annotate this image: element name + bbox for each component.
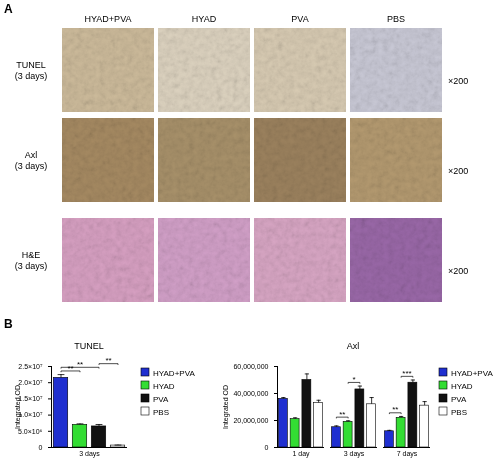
svg-text:PVA: PVA <box>451 395 467 404</box>
svg-text:5.0×10⁶: 5.0×10⁶ <box>18 428 43 435</box>
svg-text:**: ** <box>392 405 398 414</box>
svg-text:(3 days): (3 days) <box>15 261 48 271</box>
svg-text:20,000,000: 20,000,000 <box>233 417 268 424</box>
svg-text:PBS: PBS <box>451 408 467 417</box>
svg-text:(3 days): (3 days) <box>15 71 48 81</box>
svg-text:3 days: 3 days <box>344 450 365 458</box>
svg-text:2.0×10⁷: 2.0×10⁷ <box>18 379 43 386</box>
svg-text:HYAD: HYAD <box>451 382 473 391</box>
svg-text:×200: ×200 <box>448 266 468 276</box>
svg-text:B: B <box>4 317 13 331</box>
svg-text:PVA: PVA <box>153 395 169 404</box>
svg-text:(3 days): (3 days) <box>15 161 48 171</box>
svg-text:HYAD+PVA: HYAD+PVA <box>153 369 195 378</box>
svg-text:1 day: 1 day <box>292 450 310 458</box>
svg-text:TUNEL: TUNEL <box>16 60 46 70</box>
svg-text:HYAD: HYAD <box>153 382 175 391</box>
svg-text:7 days: 7 days <box>397 450 418 458</box>
svg-text:***: *** <box>402 369 411 378</box>
svg-text:×200: ×200 <box>448 166 468 176</box>
svg-text:Integrated OD: Integrated OD <box>222 385 230 429</box>
svg-text:PBS: PBS <box>387 14 405 24</box>
svg-text:HYAD+PVA: HYAD+PVA <box>451 369 493 378</box>
html-text:Axl: Axl <box>346 341 360 351</box>
svg-text:0: 0 <box>265 444 269 451</box>
svg-text:3 days: 3 days <box>79 450 100 458</box>
svg-text:40,000,000: 40,000,000 <box>233 390 268 397</box>
svg-text:PVA: PVA <box>291 14 308 24</box>
html-text:TUNEL: TUNEL <box>74 341 104 351</box>
svg-text:**: ** <box>105 356 111 365</box>
svg-text:PBS: PBS <box>153 408 169 417</box>
svg-text:HYAD+PVA: HYAD+PVA <box>85 14 132 24</box>
svg-text:1.0×10⁷: 1.0×10⁷ <box>18 411 43 418</box>
svg-text:×200: ×200 <box>448 76 468 86</box>
svg-text:**: ** <box>339 410 345 419</box>
svg-text:H&E: H&E <box>22 250 41 260</box>
svg-text:60,000,000: 60,000,000 <box>233 363 268 370</box>
svg-text:*: * <box>352 375 355 384</box>
svg-text:Integrated OD: Integrated OD <box>14 385 22 429</box>
svg-text:1.5×10⁷: 1.5×10⁷ <box>18 395 43 402</box>
svg-text:A: A <box>4 2 13 16</box>
svg-text:HYAD: HYAD <box>192 14 217 24</box>
svg-text:0: 0 <box>39 444 43 451</box>
svg-text:**: ** <box>67 364 73 373</box>
svg-text:2.5×10⁷: 2.5×10⁷ <box>18 363 43 370</box>
svg-text:Axl: Axl <box>25 150 38 160</box>
svg-text:**: ** <box>77 360 83 369</box>
